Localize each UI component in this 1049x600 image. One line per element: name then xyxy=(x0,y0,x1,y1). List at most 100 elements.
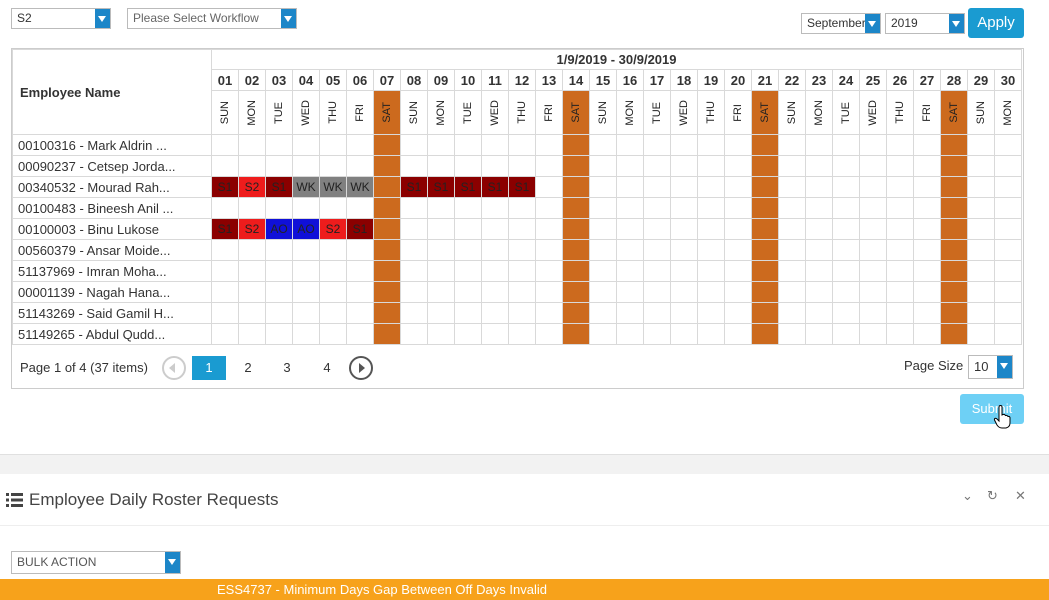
roster-cell[interactable] xyxy=(643,281,671,303)
roster-cell[interactable] xyxy=(724,218,752,240)
roster-cell[interactable] xyxy=(724,260,752,282)
roster-cell[interactable] xyxy=(751,323,779,345)
roster-cell[interactable] xyxy=(292,323,320,345)
roster-cell[interactable] xyxy=(427,134,455,156)
prev-page-icon[interactable] xyxy=(162,356,186,380)
roster-cell[interactable] xyxy=(211,302,239,324)
roster-cell[interactable] xyxy=(886,323,914,345)
roster-cell[interactable] xyxy=(373,155,401,177)
roster-cell[interactable] xyxy=(319,260,347,282)
roster-cell[interactable] xyxy=(238,281,266,303)
roster-cell[interactable] xyxy=(346,260,374,282)
roster-cell[interactable] xyxy=(886,281,914,303)
roster-cell[interactable] xyxy=(913,134,941,156)
roster-cell[interactable] xyxy=(616,281,644,303)
roster-cell[interactable] xyxy=(913,323,941,345)
roster-cell[interactable] xyxy=(967,176,995,198)
roster-cell[interactable] xyxy=(292,155,320,177)
roster-cell[interactable] xyxy=(778,260,806,282)
roster-cell[interactable] xyxy=(697,155,725,177)
roster-cell[interactable] xyxy=(319,197,347,219)
roster-cell[interactable] xyxy=(724,239,752,261)
roster-cell[interactable] xyxy=(913,176,941,198)
roster-cell[interactable] xyxy=(265,197,293,219)
roster-cell[interactable] xyxy=(670,218,698,240)
shift-select[interactable]: S2 xyxy=(11,8,111,29)
roster-cell[interactable] xyxy=(400,155,428,177)
roster-cell[interactable] xyxy=(292,134,320,156)
roster-cell[interactable]: AO xyxy=(292,218,320,240)
roster-cell[interactable]: S1 xyxy=(265,176,293,198)
roster-cell[interactable] xyxy=(481,134,509,156)
roster-cell[interactable] xyxy=(697,239,725,261)
roster-cell[interactable] xyxy=(373,176,401,198)
roster-cell[interactable] xyxy=(481,218,509,240)
roster-cell[interactable] xyxy=(319,155,347,177)
page-2-button[interactable]: 2 xyxy=(244,360,252,375)
roster-cell[interactable] xyxy=(994,176,1022,198)
chevron-down-icon[interactable] xyxy=(997,356,1012,378)
roster-cell[interactable] xyxy=(859,239,887,261)
roster-cell[interactable] xyxy=(967,323,995,345)
roster-cell[interactable] xyxy=(508,281,536,303)
roster-cell[interactable] xyxy=(265,155,293,177)
roster-cell[interactable] xyxy=(994,281,1022,303)
roster-cell[interactable] xyxy=(859,134,887,156)
roster-cell[interactable] xyxy=(481,260,509,282)
roster-cell[interactable] xyxy=(967,281,995,303)
roster-cell[interactable] xyxy=(994,302,1022,324)
roster-cell[interactable] xyxy=(508,197,536,219)
roster-cell[interactable] xyxy=(481,281,509,303)
roster-cell[interactable] xyxy=(751,281,779,303)
roster-cell[interactable] xyxy=(589,197,617,219)
roster-cell[interactable] xyxy=(616,323,644,345)
page-1-button[interactable]: 1 xyxy=(192,356,226,380)
roster-cell[interactable] xyxy=(373,218,401,240)
roster-cell[interactable] xyxy=(400,302,428,324)
roster-cell[interactable] xyxy=(940,134,968,156)
page-size-select[interactable]: 10 xyxy=(968,355,1013,379)
close-icon[interactable]: ✕ xyxy=(1015,488,1026,503)
roster-cell[interactable] xyxy=(859,323,887,345)
roster-cell[interactable]: AO xyxy=(265,218,293,240)
roster-cell[interactable] xyxy=(454,323,482,345)
roster-cell[interactable] xyxy=(616,134,644,156)
roster-cell[interactable] xyxy=(697,281,725,303)
roster-cell[interactable]: S2 xyxy=(238,176,266,198)
roster-cell[interactable]: S1 xyxy=(427,176,455,198)
roster-cell[interactable] xyxy=(427,155,455,177)
roster-cell[interactable] xyxy=(454,281,482,303)
roster-cell[interactable] xyxy=(427,197,455,219)
roster-cell[interactable] xyxy=(886,260,914,282)
roster-cell[interactable] xyxy=(211,155,239,177)
roster-cell[interactable] xyxy=(562,155,590,177)
roster-cell[interactable] xyxy=(427,239,455,261)
roster-cell[interactable] xyxy=(589,302,617,324)
roster-cell[interactable] xyxy=(562,218,590,240)
roster-cell[interactable] xyxy=(589,176,617,198)
roster-cell[interactable] xyxy=(724,134,752,156)
roster-cell[interactable] xyxy=(481,239,509,261)
roster-cell[interactable] xyxy=(454,155,482,177)
roster-cell[interactable] xyxy=(967,239,995,261)
chevron-down-icon[interactable] xyxy=(281,9,296,28)
roster-cell[interactable] xyxy=(940,155,968,177)
roster-cell[interactable] xyxy=(346,323,374,345)
roster-cell[interactable] xyxy=(859,197,887,219)
roster-cell[interactable] xyxy=(589,239,617,261)
roster-cell[interactable] xyxy=(535,260,563,282)
roster-cell[interactable] xyxy=(805,281,833,303)
roster-cell[interactable] xyxy=(238,260,266,282)
roster-cell[interactable] xyxy=(643,197,671,219)
roster-cell[interactable] xyxy=(670,176,698,198)
roster-cell[interactable] xyxy=(481,155,509,177)
roster-cell[interactable] xyxy=(832,323,860,345)
roster-cell[interactable] xyxy=(832,260,860,282)
roster-cell[interactable] xyxy=(805,323,833,345)
roster-cell[interactable] xyxy=(481,197,509,219)
roster-cell[interactable] xyxy=(778,218,806,240)
next-page-icon[interactable] xyxy=(349,356,373,380)
roster-cell[interactable] xyxy=(832,281,860,303)
roster-cell[interactable] xyxy=(724,323,752,345)
roster-cell[interactable] xyxy=(913,197,941,219)
